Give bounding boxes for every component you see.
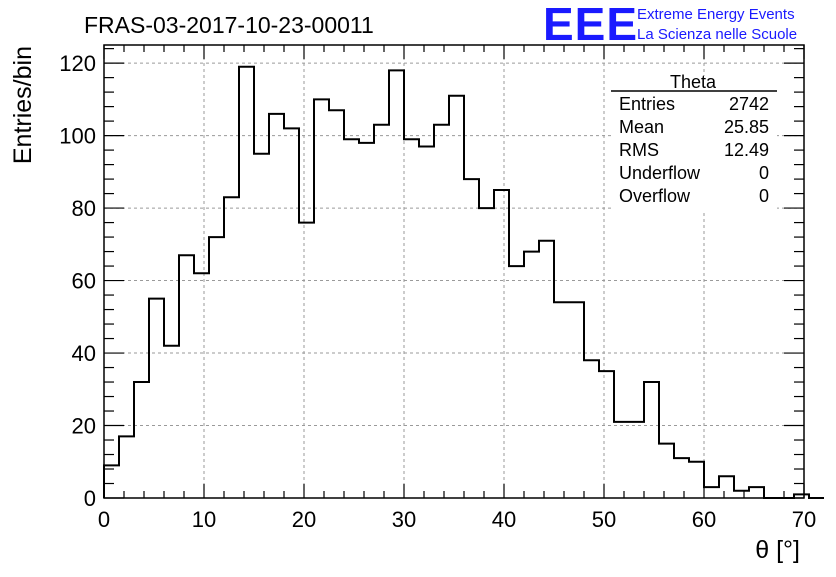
y-tick-label: 120 <box>59 51 96 76</box>
stats-row-label: Entries <box>619 94 675 114</box>
x-tick-label: 0 <box>98 507 110 532</box>
stats-row-label: RMS <box>619 140 659 160</box>
stats-row-value: 0 <box>759 186 769 206</box>
stats-title: Theta <box>670 72 717 92</box>
y-tick-label: 80 <box>72 196 96 221</box>
x-tick-labels: 0 10 20 30 40 50 60 70 <box>98 507 816 532</box>
x-tick-label: 40 <box>492 507 516 532</box>
stats-row-label: Overflow <box>619 186 691 206</box>
histogram-line <box>103 65 824 499</box>
x-tick-label: 10 <box>192 507 216 532</box>
y-tick-label: 40 <box>72 341 96 366</box>
chart-title: FRAS-03-2017-10-23-00011 <box>84 12 374 38</box>
stats-row-label: Mean <box>619 117 664 137</box>
stats-box: Theta Entries 2742 Mean 25.85 RMS 12.49 Underf… <box>611 72 777 210</box>
histogram-step-line <box>103 65 824 499</box>
plot-frame <box>103 44 805 499</box>
stats-row-value: 0 <box>759 163 769 183</box>
logo-line-2: La Scienza nelle Scuole <box>637 26 797 43</box>
y-axis-label: Entries/bin <box>9 46 37 164</box>
stats-row-value: 2742 <box>729 94 769 114</box>
x-tick-label: 30 <box>392 507 416 532</box>
y-tick-labels: 0 20 40 60 80 100 120 <box>59 51 96 511</box>
y-tick-label: 20 <box>72 414 96 439</box>
axis-ticks <box>103 45 805 499</box>
eee-logo: EEE <box>543 0 638 50</box>
x-tick-label: 20 <box>292 507 316 532</box>
logo-line-1: Extreme Energy Events <box>637 6 795 23</box>
x-tick-label: 60 <box>692 507 716 532</box>
y-tick-label: 0 <box>84 486 96 511</box>
stats-row-value: 25.85 <box>724 117 769 137</box>
stats-row-value: 12.49 <box>724 140 769 160</box>
stats-box-bg <box>611 76 777 210</box>
stats-row-label: Underflow <box>619 163 701 183</box>
y-tick-label: 100 <box>59 124 96 149</box>
x-axis-label: θ [°] <box>755 536 800 564</box>
x-tick-label: 70 <box>792 507 816 532</box>
stats-rows: Entries 2742 Mean 25.85 RMS 12.49 Underflow 0 Ov… <box>619 94 769 206</box>
grid-lines <box>104 45 804 498</box>
y-tick-label: 60 <box>72 269 96 294</box>
x-tick-label: 50 <box>592 507 616 532</box>
